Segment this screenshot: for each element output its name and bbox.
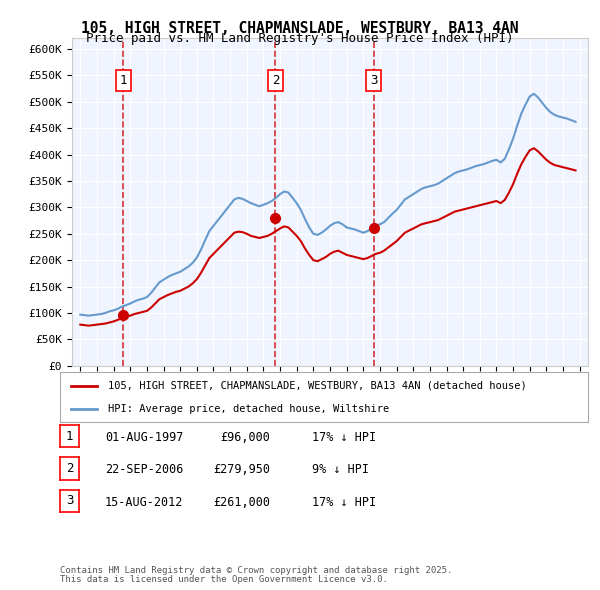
Text: 105, HIGH STREET, CHAPMANSLADE, WESTBURY, BA13 4AN (detached house): 105, HIGH STREET, CHAPMANSLADE, WESTBURY… xyxy=(107,381,526,391)
Text: 17% ↓ HPI: 17% ↓ HPI xyxy=(312,496,376,509)
Text: 17% ↓ HPI: 17% ↓ HPI xyxy=(312,431,376,444)
Text: 2: 2 xyxy=(66,462,73,475)
Text: 3: 3 xyxy=(66,494,73,507)
Text: Price paid vs. HM Land Registry's House Price Index (HPI): Price paid vs. HM Land Registry's House … xyxy=(86,32,514,45)
Text: 105, HIGH STREET, CHAPMANSLADE, WESTBURY, BA13 4AN: 105, HIGH STREET, CHAPMANSLADE, WESTBURY… xyxy=(81,21,519,35)
Text: 22-SEP-2006: 22-SEP-2006 xyxy=(105,463,184,476)
Text: £261,000: £261,000 xyxy=(213,496,270,509)
Text: This data is licensed under the Open Government Licence v3.0.: This data is licensed under the Open Gov… xyxy=(60,575,388,584)
Text: 01-AUG-1997: 01-AUG-1997 xyxy=(105,431,184,444)
Text: 15-AUG-2012: 15-AUG-2012 xyxy=(105,496,184,509)
Text: 1: 1 xyxy=(119,74,127,87)
Text: 1: 1 xyxy=(66,430,73,442)
Text: 9% ↓ HPI: 9% ↓ HPI xyxy=(312,463,369,476)
Text: £96,000: £96,000 xyxy=(220,431,270,444)
Text: Contains HM Land Registry data © Crown copyright and database right 2025.: Contains HM Land Registry data © Crown c… xyxy=(60,566,452,575)
Text: 2: 2 xyxy=(272,74,279,87)
Text: HPI: Average price, detached house, Wiltshire: HPI: Average price, detached house, Wilt… xyxy=(107,404,389,414)
Text: £279,950: £279,950 xyxy=(213,463,270,476)
Text: 3: 3 xyxy=(370,74,377,87)
